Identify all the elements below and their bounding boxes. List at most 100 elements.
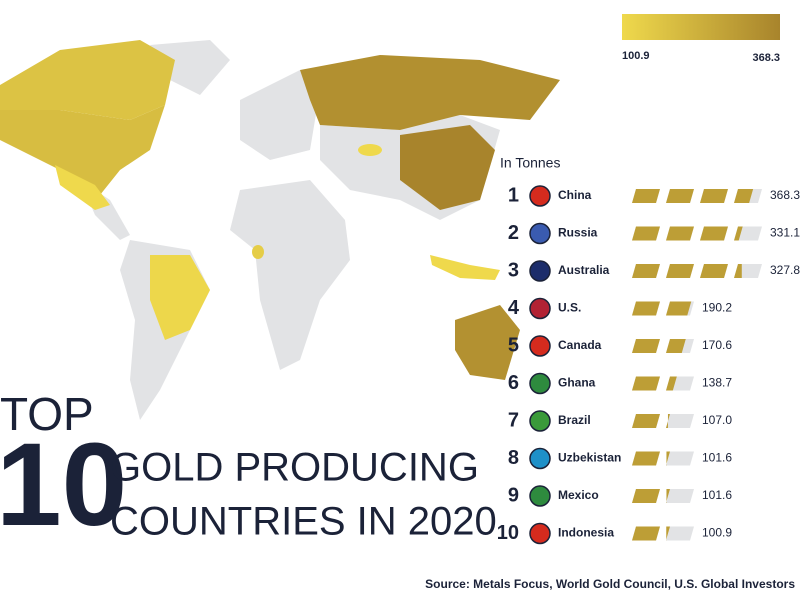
- gold-bar: [666, 189, 694, 203]
- gold-bar: [632, 301, 660, 316]
- flag: [529, 222, 551, 245]
- country-name: Australia: [558, 263, 610, 277]
- value-label: 170.6: [702, 338, 732, 352]
- country-region: [150, 255, 210, 340]
- flag: [529, 522, 551, 545]
- rank: 1: [508, 184, 519, 206]
- gold-bar: [666, 339, 686, 353]
- gold-bars: [632, 301, 694, 316]
- gold-bar-slot: [666, 489, 694, 503]
- gold-bar: [700, 226, 728, 241]
- gold-bar: [734, 189, 754, 203]
- country-region: [455, 305, 520, 380]
- value-label: 190.2: [702, 301, 732, 315]
- africa: [230, 180, 350, 370]
- country-name: Canada: [558, 338, 602, 352]
- flag: [529, 485, 551, 507]
- flag: [529, 372, 551, 395]
- gold-bar: [632, 451, 660, 466]
- gold-bars: [632, 226, 762, 241]
- gold-bar: [632, 264, 660, 278]
- country-region: [55, 165, 110, 210]
- country-region: [0, 40, 175, 120]
- value-label: 107.0: [702, 413, 732, 427]
- gold-bar: [666, 489, 670, 503]
- flag: [529, 260, 551, 282]
- gold-bar: [666, 526, 670, 541]
- gold-bars: [632, 264, 762, 278]
- gold-bars: [632, 451, 694, 466]
- country-region: [300, 55, 560, 130]
- gold-bar: [666, 264, 694, 278]
- greenland: [150, 40, 230, 95]
- country-name: Russia: [558, 226, 598, 240]
- colorbar-max: 368.3: [752, 52, 780, 64]
- country-region: [358, 144, 382, 156]
- gold-bar: [632, 226, 660, 241]
- value-label: 100.9: [702, 526, 732, 540]
- gold-bar: [700, 264, 728, 278]
- rank: 9: [508, 484, 519, 506]
- rank: 8: [508, 447, 519, 469]
- value-label: 138.7: [702, 376, 732, 390]
- flag: [529, 335, 551, 357]
- country-name: Indonesia: [558, 526, 614, 540]
- title-line-1: GOLD PRODUCING: [110, 446, 479, 490]
- gold-bars: [632, 489, 694, 503]
- colorbar-min: 100.9: [622, 50, 650, 62]
- rank: 6: [508, 372, 519, 394]
- gold-bar: [666, 301, 692, 316]
- gold-bar: [666, 226, 694, 241]
- rank: 3: [508, 259, 519, 281]
- gold-bar-slot: [666, 526, 694, 541]
- flag: [529, 185, 551, 207]
- gold-bars: [632, 376, 694, 391]
- country-name: China: [558, 188, 592, 202]
- gold-bar: [632, 189, 660, 203]
- subtitle: In Tonnes: [500, 155, 560, 171]
- world-map: [0, 40, 560, 420]
- flag: [529, 410, 551, 432]
- country-name: Ghana: [558, 376, 596, 390]
- gold-bar: [632, 489, 660, 503]
- value-label: 331.1: [770, 226, 800, 240]
- country-name: Mexico: [558, 488, 599, 502]
- flag: [529, 447, 551, 470]
- title-number: 10: [0, 419, 127, 551]
- title-top: TOP: [0, 388, 94, 440]
- gold-bar-slot: [666, 451, 694, 466]
- rank: 2: [508, 222, 519, 244]
- gold-bar: [632, 414, 660, 428]
- gold-bar: [734, 226, 743, 241]
- flag: [529, 297, 551, 320]
- rank: 10: [497, 522, 519, 544]
- country-region: [400, 125, 495, 210]
- rank: 7: [508, 409, 519, 431]
- source: Source: Metals Focus, World Gold Council…: [425, 577, 795, 591]
- gold-bar: [632, 526, 660, 541]
- title-line-2: COUNTRIES IN 2020: [110, 500, 497, 544]
- value-label: 327.8: [770, 263, 800, 277]
- gold-bars: [632, 339, 694, 353]
- gold-bars: [632, 414, 694, 428]
- gold-bars: [632, 189, 762, 203]
- colorbar: [622, 14, 780, 40]
- gold-bar-slot: [666, 414, 694, 428]
- rank: 4: [508, 297, 520, 319]
- gold-bar: [700, 189, 728, 203]
- value-label: 101.6: [702, 451, 732, 465]
- country-name: U.S.: [558, 301, 581, 315]
- europe: [240, 70, 320, 160]
- value-label: 101.6: [702, 488, 732, 502]
- country-region: [0, 105, 165, 195]
- gold-bar: [734, 264, 742, 278]
- country-name: Uzbekistan: [558, 451, 621, 465]
- gold-bar: [666, 376, 677, 391]
- gold-bar: [632, 339, 660, 353]
- country-region: [252, 245, 264, 259]
- country-region: [430, 255, 500, 280]
- rank: 5: [508, 334, 519, 356]
- gold-bars: [632, 526, 694, 541]
